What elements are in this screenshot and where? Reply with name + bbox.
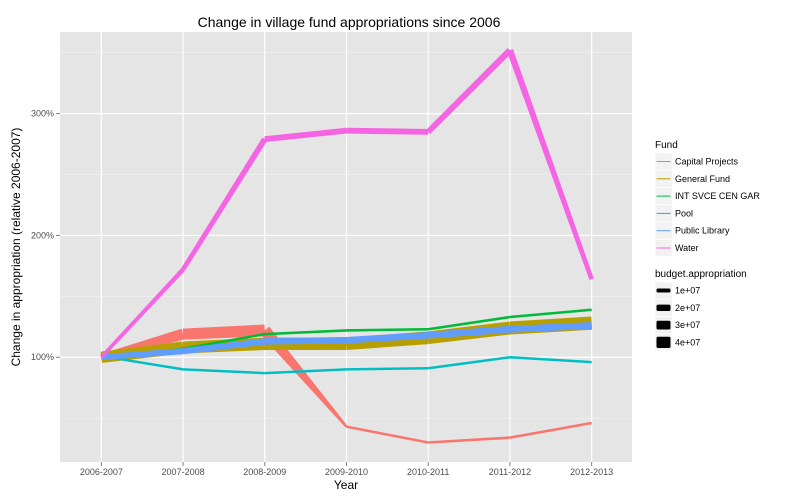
- series-2-segment-3: [346, 327, 429, 332]
- series-4-segment-5: [509, 322, 592, 333]
- series-3: [101, 354, 592, 375]
- y-tick-label-2: 300%: [31, 109, 54, 119]
- series-4-segment-1: [182, 338, 266, 355]
- series-5: [100, 47, 594, 359]
- series-2-segment-2: [264, 329, 347, 336]
- x-tick-label-2: 2008-2009: [243, 467, 286, 477]
- series-0-segment-5: [509, 421, 592, 439]
- series-5-segment-2: [264, 127, 347, 143]
- series-0-segment-3: [346, 425, 429, 444]
- legend-fund-entries: Capital Projects General Fund INT SVCE CEN…: [654, 152, 760, 257]
- size-swatch-1: [656, 304, 671, 311]
- series-5-segment-5: [506, 49, 594, 281]
- series-4-segment-2: [264, 336, 347, 345]
- y-axis: 100% 200% 300%: [31, 109, 60, 362]
- series-5-segment-3: [346, 127, 429, 135]
- size-label-1: 2e+07: [675, 303, 700, 313]
- legend: Fund Capital Projects General Fund INT SVC…: [654, 140, 760, 352]
- size-label-2: 3e+07: [675, 320, 700, 330]
- chart-title: Change in village fund appropriations si…: [198, 14, 501, 30]
- y-tick-label-0: 100%: [31, 352, 54, 362]
- legend-label-3: Pool: [675, 208, 693, 218]
- size-swatch-0: [656, 288, 671, 293]
- series-4: [101, 322, 592, 361]
- legend-fund-title: Fund: [655, 140, 678, 151]
- series-0-segment-4: [428, 436, 510, 444]
- size-swatch-3: [656, 336, 671, 348]
- series-4-segment-3: [346, 331, 429, 344]
- series-4-segment-4: [427, 325, 511, 339]
- size-label-3: 4e+07: [675, 337, 700, 347]
- series-5-segment-1: [181, 137, 268, 271]
- legend-size-title: budget.appropriation: [655, 269, 747, 280]
- series-layer: [100, 47, 594, 444]
- series-0: [100, 324, 592, 444]
- series-5-segment-4: [426, 47, 513, 134]
- x-tick-label-1: 2007-2008: [162, 467, 205, 477]
- x-tick-label-3: 2009-2010: [325, 467, 368, 477]
- legend-size-entries: 1e+07 2e+07 3e+07 4e+07: [654, 281, 700, 352]
- legend-label-4: Public Library: [675, 226, 730, 236]
- series-3-segment-1: [183, 368, 265, 375]
- x-tick-label-0: 2006-2007: [80, 467, 123, 477]
- x-tick-label-6: 2012-2013: [570, 467, 613, 477]
- series-4-segment-0: [101, 348, 184, 361]
- series-2-segment-5: [509, 308, 592, 319]
- legend-label-5: Water: [675, 243, 699, 253]
- y-axis-title: Change in appropriation (relative 2006-2…: [9, 128, 23, 367]
- series-5-segment-0: [100, 267, 185, 359]
- legend-label-1: General Fund: [675, 174, 730, 184]
- x-tick-label-5: 2011-2012: [489, 467, 531, 477]
- series-3-segment-0: [101, 354, 184, 371]
- series-3-segment-4: [428, 355, 511, 370]
- size-swatch-2: [656, 320, 671, 330]
- series-3-segment-2: [264, 368, 347, 375]
- series-0-segment-2: [260, 326, 348, 428]
- x-axis-title: Year: [334, 478, 358, 492]
- x-axis: 2006-2007 2007-2008 2008-2009 2009-2010 2010…: [80, 462, 613, 477]
- series-3-segment-5: [509, 355, 592, 364]
- legend-label-2: INT SVCE CEN GAR: [675, 191, 760, 201]
- x-tick-label-4: 2010-2011: [407, 467, 449, 477]
- series-2-segment-4: [428, 315, 511, 331]
- size-label-0: 1e+07: [675, 286, 700, 296]
- series-0-segment-1: [182, 324, 266, 340]
- y-tick-label-1: 200%: [31, 230, 54, 240]
- major-grid: [60, 32, 632, 462]
- series-3-segment-3: [346, 366, 429, 371]
- legend-label-0: Capital Projects: [675, 157, 739, 167]
